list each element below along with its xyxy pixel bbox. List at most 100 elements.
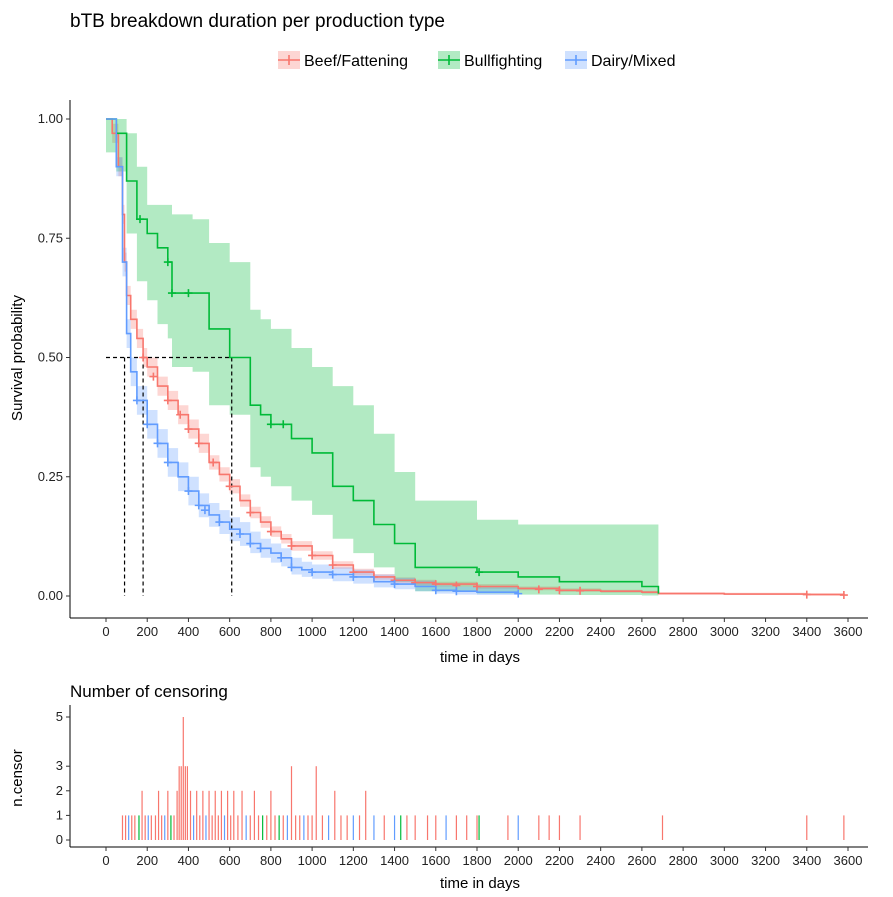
x-tick-label: 1400 [380, 624, 409, 639]
x-tick-label: 400 [178, 624, 200, 639]
censor-mark-dairy-mixed [328, 570, 337, 579]
censor-x-tick-label: 1800 [463, 853, 492, 868]
censor-x-tick-label: 400 [178, 853, 200, 868]
x-tick-label: 0 [102, 624, 109, 639]
censor-mark-dairy-mixed [277, 553, 286, 562]
censor-mark-beef-fattening [139, 353, 148, 362]
censor-mark-dairy-mixed [256, 544, 265, 553]
censor-x-tick-label: 2800 [669, 853, 698, 868]
x-tick-label: 3200 [751, 624, 780, 639]
x-tick-label: 600 [219, 624, 241, 639]
y-tick-label: 0.75 [38, 230, 63, 245]
censor-mark-beef-fattening [308, 551, 317, 560]
censor-mark-bullfighting [167, 289, 176, 298]
x-tick-label: 2000 [504, 624, 533, 639]
x-tick-label: 1800 [463, 624, 492, 639]
censor-mark-bullfighting [279, 420, 288, 429]
censor-mark-beef-fattening [802, 590, 811, 599]
censor-mark-beef-fattening [328, 560, 337, 569]
censor-mark-beef-fattening [839, 591, 848, 600]
censor-mark-dairy-mixed [132, 396, 141, 405]
censor-mark-bullfighting [163, 258, 172, 267]
censor-y-axis-title: n.censor [9, 749, 26, 807]
censor-y-tick-label: 2 [56, 783, 63, 798]
censor-mark-bullfighting [184, 289, 193, 298]
legend: Beef/Fattening Bullfighting Dairy/Mixed [278, 51, 675, 70]
censor-mark-beef-fattening [149, 372, 158, 381]
legend-label-dairy-mixed: Dairy/Mixed [591, 53, 675, 70]
censor-mark-dairy-mixed [235, 529, 244, 538]
censor-x-tick-label: 3200 [751, 853, 780, 868]
censor-plot-panel: 0 1 2 3 5 0 200 400 600 800 1000 1200 1400 1600 1800 20… [56, 705, 868, 868]
survival-plot-panel: 0.00 0.25 0.50 0.75 1.00 0 200 400 600 800 1000 120… [38, 100, 868, 639]
censor-y-tick-label: 5 [56, 709, 63, 724]
censor-x-axis-title: time in days [440, 875, 520, 892]
y-tick-label: 1.00 [38, 111, 63, 126]
censor-mark-beef-fattening [555, 586, 564, 595]
censor-mark-beef-fattening [534, 585, 543, 594]
censor-mark-beef-fattening [184, 425, 193, 434]
x-tick-label: 1600 [421, 624, 450, 639]
x-tick-label: 2200 [545, 624, 574, 639]
censor-mark-dairy-mixed [390, 580, 399, 589]
x-tick-label: 800 [260, 624, 282, 639]
censor-mark-dairy-mixed [215, 518, 224, 527]
censor-mark-dairy-mixed [246, 539, 255, 548]
censor-x-tick-label: 1600 [421, 853, 450, 868]
x-tick-label: 2600 [627, 624, 656, 639]
censor-x-tick-label: 600 [219, 853, 241, 868]
chart-title: bTB breakdown duration per production ty… [70, 11, 445, 32]
censor-mark-dairy-mixed [287, 563, 296, 572]
legend-glyph-bullfighting [438, 55, 460, 65]
survival-curve-bullfighting [106, 118, 660, 594]
censor-x-tick-label: 1200 [339, 853, 368, 868]
censor-mark-beef-fattening [246, 508, 255, 517]
censor-mark-beef-fattening [473, 582, 481, 591]
censor-mark-bullfighting [136, 215, 145, 224]
censor-x-tick-label: 3000 [710, 853, 739, 868]
legend-glyph-beef-fattening [278, 55, 300, 65]
censor-x-tick-label: 2000 [504, 853, 533, 868]
censor-mark-beef-fattening [266, 527, 275, 536]
censor-x-tick-label: 200 [136, 853, 158, 868]
legend-glyph-dairy-mixed [565, 55, 587, 65]
censor-mark-dairy-mixed [194, 501, 203, 510]
y-axis-title: Survival probability [9, 295, 26, 421]
ci-band-bullfighting [106, 119, 659, 596]
y-tick-label: 0.50 [38, 350, 63, 365]
x-tick-label: 1000 [298, 624, 327, 639]
censor-x-tick-label: 0 [102, 853, 109, 868]
censor-mark-beef-fattening [287, 541, 296, 550]
censor-mark-dairy-mixed [143, 420, 152, 429]
censor-mark-dairy-mixed [184, 487, 193, 496]
censor-mark-beef-fattening [225, 482, 234, 491]
x-tick-label: 2800 [669, 624, 698, 639]
legend-label-beef-fattening: Beef/Fattening [304, 53, 408, 70]
censor-x-tick-label: 1000 [298, 853, 327, 868]
x-axis-title: time in days [440, 649, 520, 666]
censor-x-tick-label: 2200 [545, 853, 574, 868]
censor-mark-beef-fattening [176, 410, 185, 419]
censor-mark-dairy-mixed [153, 439, 162, 448]
x-tick-label: 200 [136, 624, 158, 639]
censor-mark-beef-fattening [163, 396, 172, 405]
censor-y-tick-label: 1 [56, 807, 63, 822]
y-tick-label: 0.00 [38, 588, 63, 603]
censor-x-tick-label: 2600 [627, 853, 656, 868]
censor-x-tick-label: 2400 [586, 853, 615, 868]
censor-mark-beef-fattening [209, 458, 218, 467]
censor-mark-dairy-mixed [452, 587, 461, 596]
x-tick-label: 3600 [834, 624, 863, 639]
legend-label-bullfighting: Bullfighting [464, 53, 542, 70]
censor-mark-dairy-mixed [163, 458, 172, 467]
censor-x-tick-label: 800 [260, 853, 282, 868]
censor-mark-dairy-mixed [349, 572, 358, 581]
censor-x-tick-label: 3600 [834, 853, 863, 868]
censor-mark-dairy-mixed [431, 586, 440, 595]
censor-x-tick-label: 1400 [380, 853, 409, 868]
x-tick-label: 3000 [710, 624, 739, 639]
censor-mark-bullfighting [266, 420, 275, 429]
censor-mark-dairy-mixed [514, 589, 523, 598]
censor-y-tick-label: 3 [56, 758, 63, 773]
